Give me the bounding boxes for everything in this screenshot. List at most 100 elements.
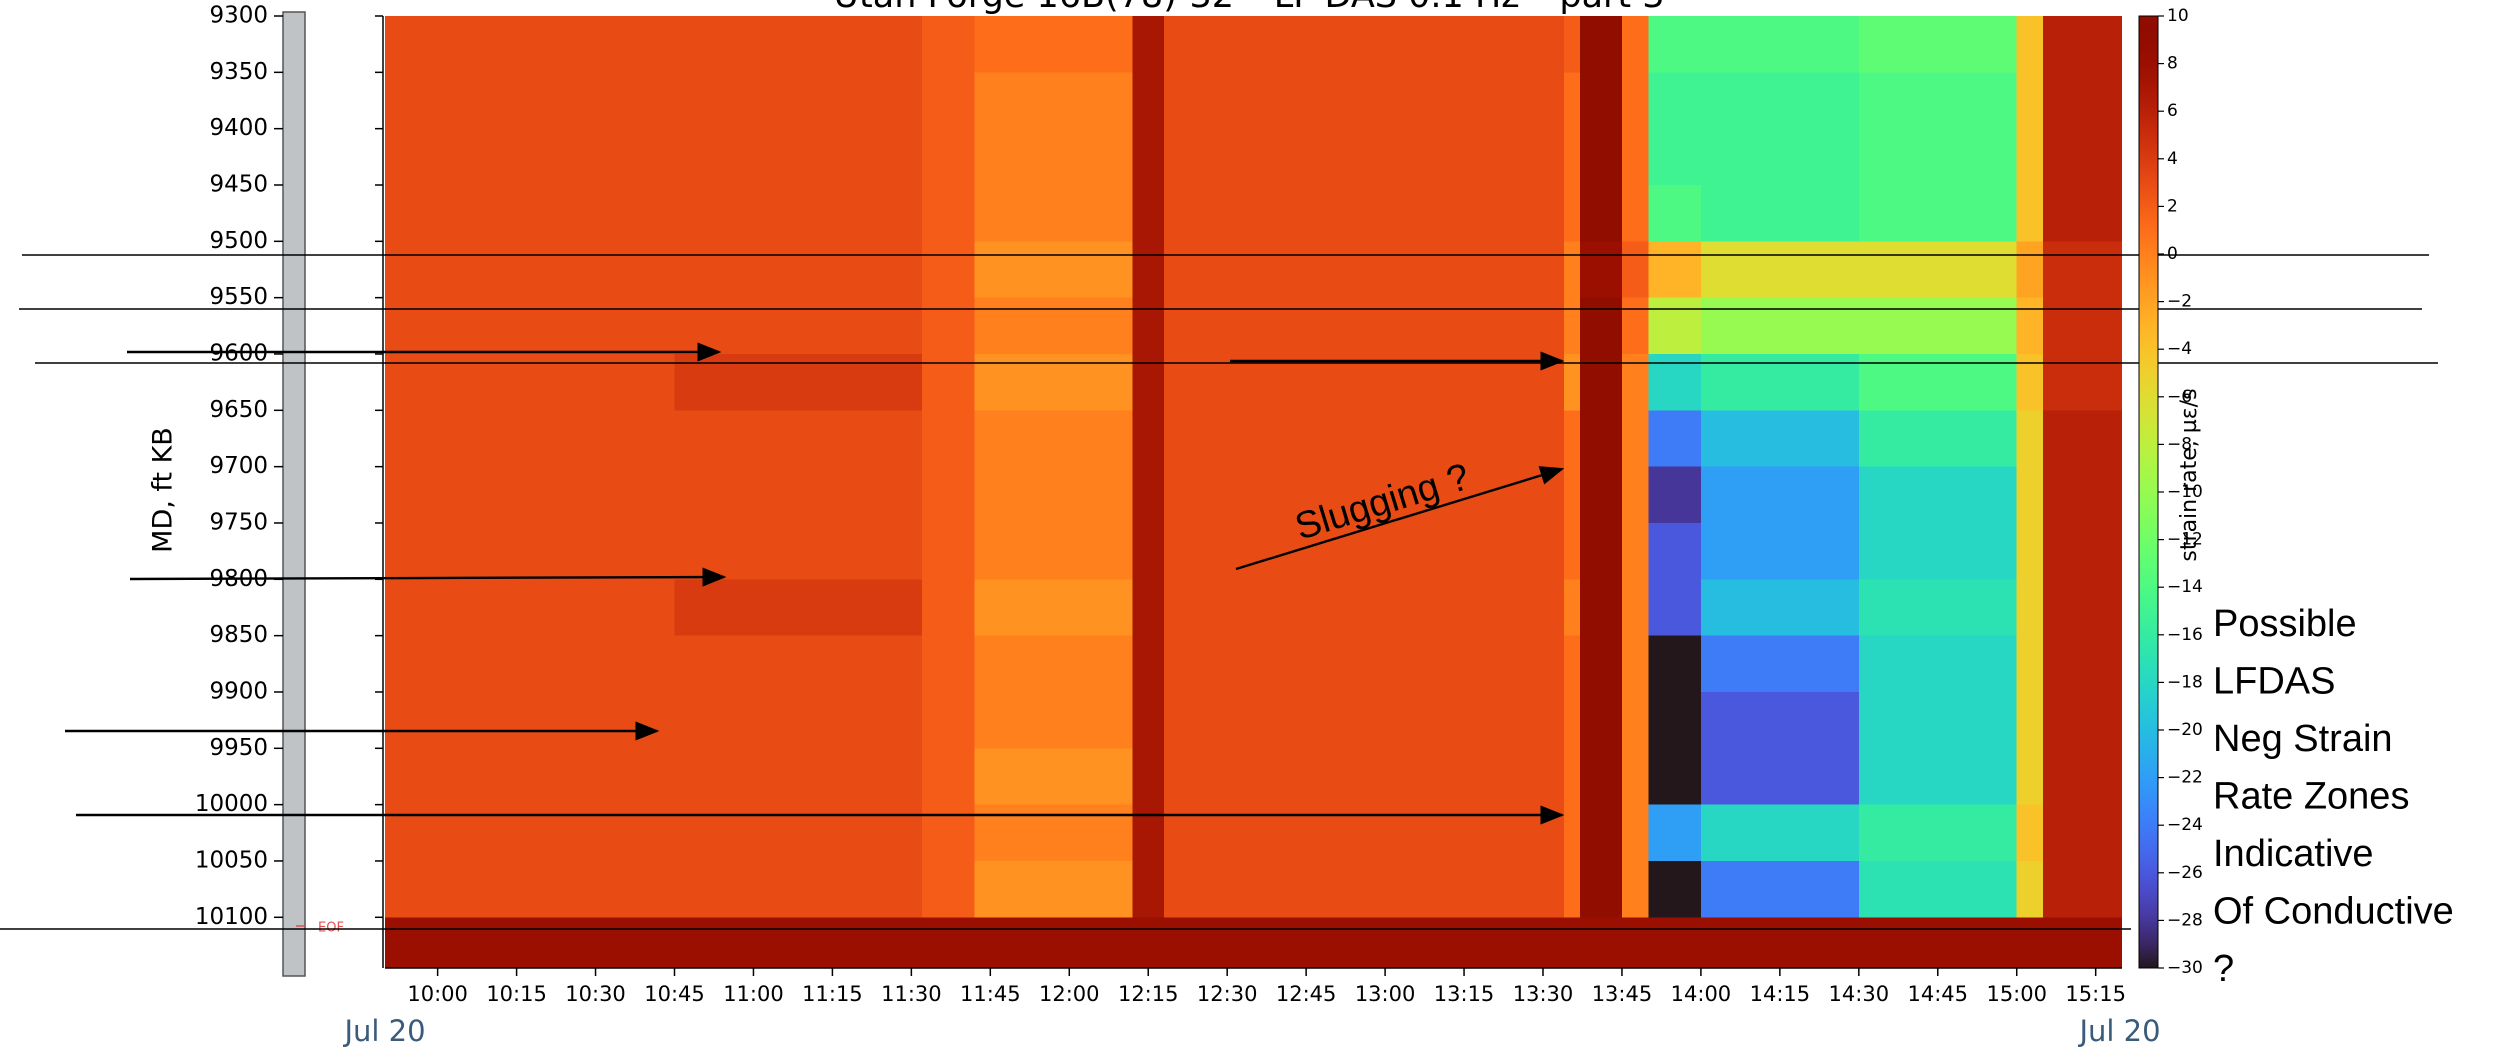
heatmap-cell bbox=[385, 128, 675, 185]
heatmap-cell bbox=[974, 635, 1133, 692]
heatmap-cell bbox=[921, 635, 975, 692]
heatmap-cell bbox=[1700, 466, 1859, 523]
well-column bbox=[282, 11, 306, 977]
date-label: Jul 20 bbox=[2077, 1014, 2160, 1048]
heatmap-cell bbox=[674, 691, 922, 749]
x-tick-label: 12:45 bbox=[1276, 982, 1337, 1006]
heatmap-cell bbox=[674, 748, 922, 805]
heatmap-cell bbox=[1621, 184, 1649, 242]
heatmap-cell bbox=[2016, 522, 2044, 580]
y-tick-label: 9300 bbox=[209, 3, 268, 29]
y-tick-label: 9650 bbox=[209, 397, 268, 423]
heatmap-cell bbox=[1648, 860, 1701, 918]
colorbar-tick-label: −16 bbox=[2167, 625, 2203, 645]
heatmap-cell bbox=[1132, 16, 1165, 73]
heatmap-cell bbox=[1858, 241, 2017, 298]
heatmap-cell bbox=[921, 72, 975, 129]
heatmap-cell bbox=[974, 917, 1133, 968]
heatmap-cell bbox=[674, 16, 922, 73]
heatmap-cell bbox=[1700, 128, 1859, 185]
y-tick-label: 10050 bbox=[195, 847, 268, 873]
heatmap-cell bbox=[1132, 804, 1165, 861]
colorbar-tick-label: 10 bbox=[2167, 6, 2189, 26]
heatmap-cell bbox=[1858, 860, 2017, 918]
heatmap-cell bbox=[1621, 860, 1649, 918]
heatmap-cell bbox=[1700, 72, 1859, 129]
heatmap-cell bbox=[1700, 917, 1859, 968]
heatmap-cell bbox=[2016, 635, 2044, 692]
x-tick-label: 13:45 bbox=[1592, 982, 1653, 1006]
heatmap-cell bbox=[1858, 410, 2017, 467]
heatmap-cell bbox=[2043, 860, 2122, 918]
colorbar-tick-label: 4 bbox=[2167, 149, 2178, 169]
y-tick-label: 9350 bbox=[209, 59, 268, 85]
heatmap-cell bbox=[1621, 748, 1649, 805]
x-tick-label: 15:15 bbox=[2065, 982, 2126, 1006]
heatmap-cell bbox=[2043, 804, 2122, 861]
heatmap-cell bbox=[1164, 410, 1565, 467]
heatmap-cell bbox=[385, 72, 675, 129]
heatmap-cell bbox=[1621, 691, 1649, 749]
heatmap-cell bbox=[385, 241, 675, 298]
colorbar-tick-label: −20 bbox=[2167, 720, 2203, 740]
heatmap-cell bbox=[921, 466, 975, 523]
heatmap-cell bbox=[2016, 297, 2044, 354]
heatmap-cell bbox=[2016, 917, 2044, 968]
heatmap-cell bbox=[974, 522, 1133, 580]
arrow bbox=[129, 567, 727, 587]
heatmap-cell bbox=[2043, 16, 2122, 73]
heatmap-cell bbox=[1564, 184, 1580, 242]
heatmap-cell bbox=[1564, 128, 1580, 185]
heatmap-cell bbox=[1579, 184, 1622, 242]
heatmap-cell bbox=[674, 241, 922, 298]
heatmap-cell bbox=[1621, 635, 1649, 692]
heatmap-cell bbox=[1700, 691, 1859, 749]
heatmap-cell bbox=[1132, 691, 1165, 749]
heatmap-cell bbox=[1164, 691, 1565, 749]
heatmap-cell bbox=[1648, 184, 1701, 242]
heatmap-cell bbox=[1858, 522, 2017, 580]
heatmap-cell bbox=[1858, 635, 2017, 692]
heatmap-cell bbox=[2043, 579, 2122, 636]
heatmap-cell bbox=[1579, 72, 1622, 129]
x-tick-label: 11:30 bbox=[881, 982, 942, 1006]
heatmap-cell bbox=[1621, 72, 1649, 129]
heatmap-cell bbox=[1648, 466, 1701, 523]
heatmap-cell bbox=[385, 635, 675, 692]
heatmap-cell bbox=[1132, 860, 1165, 918]
heatmap-cell bbox=[921, 691, 975, 749]
y-tick-label: 9400 bbox=[209, 115, 268, 141]
heatmap-cell bbox=[674, 297, 922, 354]
heatmap-cell bbox=[1579, 748, 1622, 805]
heatmap-cell bbox=[2043, 917, 2122, 968]
heatmap-cell bbox=[1164, 522, 1565, 580]
heatmap-cell bbox=[2016, 241, 2044, 298]
y-tick-label: 9850 bbox=[209, 622, 268, 648]
y-tick-label: 9450 bbox=[209, 171, 268, 197]
heatmap-cell bbox=[2016, 691, 2044, 749]
note-line: Indicative bbox=[2213, 833, 2374, 875]
heatmap-cell bbox=[2043, 72, 2122, 129]
heatmap-cell bbox=[1621, 917, 1649, 968]
y-tick-label: 9950 bbox=[209, 735, 268, 761]
colorbar-tick-label: −2 bbox=[2167, 292, 2192, 312]
heatmap-cell bbox=[1700, 16, 1859, 73]
heatmap-cell bbox=[921, 748, 975, 805]
heatmap bbox=[385, 16, 2122, 968]
heatmap-cell bbox=[385, 579, 675, 636]
heatmap-cell bbox=[1648, 691, 1701, 749]
heatmap-cell bbox=[921, 410, 975, 467]
heatmap-cell bbox=[674, 522, 922, 580]
x-tick-label: 14:15 bbox=[1750, 982, 1811, 1006]
x-tick-label: 12:30 bbox=[1197, 982, 1258, 1006]
heatmap-cell bbox=[1564, 466, 1580, 523]
heatmap-cell bbox=[1858, 466, 2017, 523]
heatmap-cell bbox=[674, 72, 922, 129]
heatmap-cell bbox=[1648, 917, 1701, 968]
heatmap-cell bbox=[1700, 804, 1859, 861]
heatmap-cell bbox=[1858, 917, 2017, 968]
heatmap-cell bbox=[674, 804, 922, 861]
heatmap-cell bbox=[1621, 522, 1649, 580]
heatmap-cell bbox=[1564, 241, 1580, 298]
y-tick-label: 9700 bbox=[209, 453, 268, 479]
